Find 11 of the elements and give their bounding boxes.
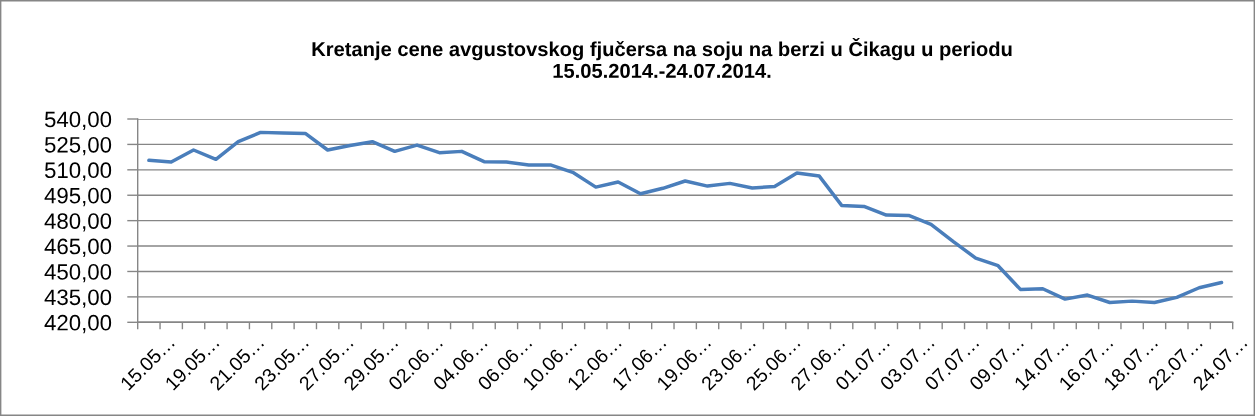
y-tick-label: 420,00 xyxy=(44,314,112,334)
y-tick-label: 540,00 xyxy=(44,111,112,130)
y-tick-label: 510,00 xyxy=(44,162,112,181)
y-tick-label: 435,00 xyxy=(44,289,112,308)
y-tick-label: 450,00 xyxy=(44,264,112,283)
y-tick-label: 465,00 xyxy=(44,238,112,257)
line-series xyxy=(147,130,1224,305)
y-tick-label: 495,00 xyxy=(44,187,112,207)
y-tick-label: 525,00 xyxy=(44,136,112,156)
chart-title: Kretanje cene avgustovskog fjučersa na soju na berzi u Čikagu u periodu 15.05.2014.-24.07.2014. xyxy=(312,38,1012,79)
y-tick-label: 480,00 xyxy=(44,213,112,232)
